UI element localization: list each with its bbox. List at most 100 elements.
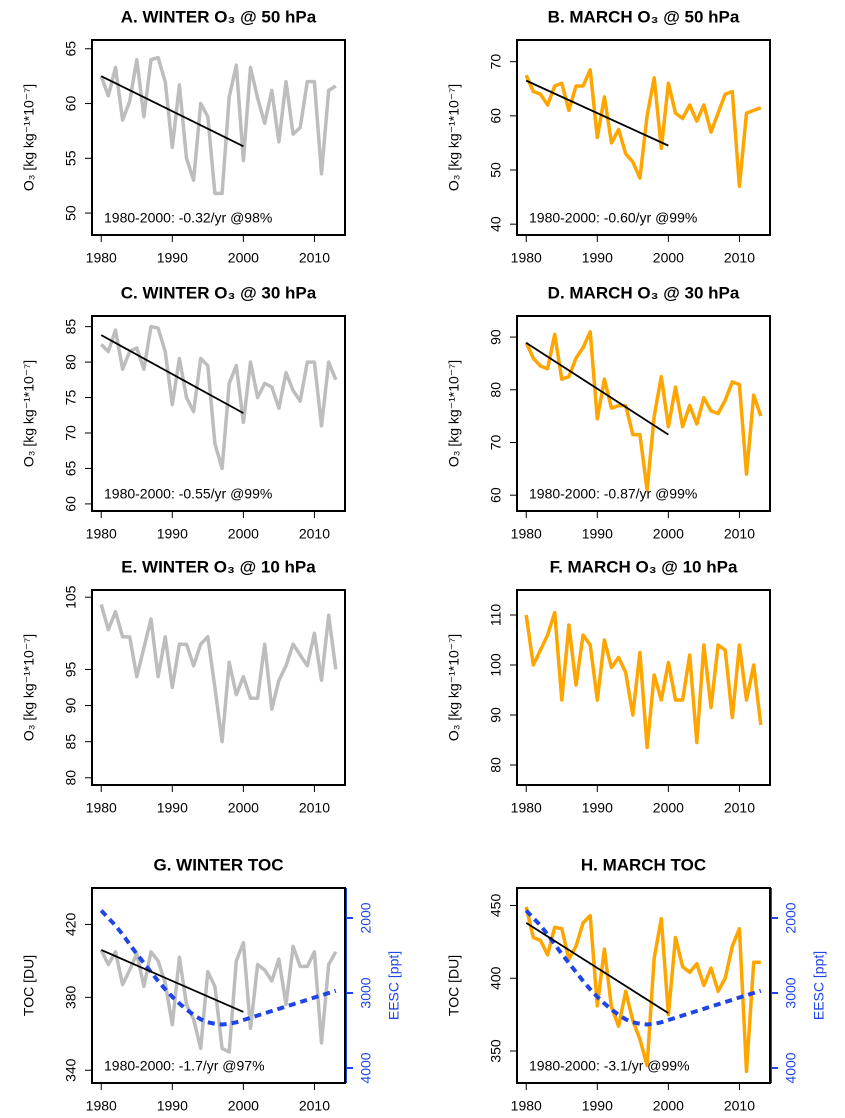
y2-tick-label: 2000: [783, 902, 799, 933]
panel: B. MARCH O₃ @ 50 hPa O₃ [kg kg⁻¹*10⁻⁷] 198…: [446, 7, 771, 266]
panel-title: A. WINTER O₃ @ 50 hPa: [121, 7, 317, 26]
panel: G. WINTER TOC TOC [DU] 1980 1990 2000 2010 340…: [21, 855, 402, 1113]
y-tick-label: 80: [488, 757, 504, 773]
panel-title: C. WINTER O₃ @ 30 hPa: [121, 283, 317, 302]
x-tick-label: 1980: [511, 526, 542, 542]
x-tick-label: 2010: [724, 1098, 755, 1114]
x-tick-label: 1980: [86, 800, 117, 816]
x-tick-label: 2000: [653, 1098, 684, 1114]
x-tick-label: 2000: [228, 800, 259, 816]
x-tick-label: 1990: [582, 1098, 613, 1114]
panel: F. MARCH O₃ @ 10 hPa O₃ [kg kg⁻¹*10⁻⁷] 198…: [446, 557, 771, 816]
y-axis-label: O₃ [kg kg⁻¹*10⁻⁷]: [21, 360, 37, 467]
y-tick-label: 50: [63, 205, 79, 221]
y-tick-label: 70: [488, 54, 504, 70]
eesc-line: [524, 909, 762, 1027]
ozone-line: [99, 324, 338, 471]
panel-title: D. MARCH O₃ @ 30 hPa: [548, 283, 740, 302]
annotation: 1980-2000: -0.55/yr @99%: [104, 486, 272, 502]
panel: A. WINTER O₃ @ 50 hPa O₃ [kg kg⁻¹*10⁻⁷] 19…: [21, 7, 346, 266]
plot-frame: [91, 315, 346, 512]
y-tick-label: 350: [488, 1039, 504, 1063]
y-axis-label: TOC [DU]: [21, 955, 37, 1016]
x-tick-label: 1980: [86, 250, 117, 266]
y2-tick-label: 4000: [358, 1052, 374, 1083]
y-tick-label: 70: [63, 425, 79, 441]
y-tick-label: 105: [63, 585, 79, 609]
x-tick-label: 2010: [299, 526, 330, 542]
trend-line: [525, 342, 669, 436]
x-tick-label: 1980: [86, 1098, 117, 1114]
x-tick-label: 1990: [157, 800, 188, 816]
panel-title: H. MARCH TOC: [581, 855, 706, 874]
y-tick-label: 400: [488, 966, 504, 990]
x-tick-label: 1990: [582, 800, 613, 816]
plot-frame: [91, 589, 346, 786]
y-axis-label: O₃ [kg kg⁻¹*10⁻⁷]: [21, 634, 37, 741]
y-tick-label: 90: [488, 329, 504, 345]
ozone-line: [99, 55, 337, 196]
trend-line: [100, 949, 244, 1013]
panel: H. MARCH TOC TOC [DU] 1980 1990 2000 2010 350 4…: [446, 855, 827, 1113]
panel-title: B. MARCH O₃ @ 50 hPa: [548, 7, 740, 26]
y-tick-label: 70: [488, 434, 504, 450]
x-tick-label: 2010: [724, 526, 755, 542]
x-tick-label: 2010: [724, 800, 755, 816]
y2-tick-label: 3000: [783, 977, 799, 1008]
x-tick-label: 2000: [653, 800, 684, 816]
y-tick-label: 60: [488, 487, 504, 503]
x-tick-label: 2000: [228, 526, 259, 542]
x-tick-label: 1990: [582, 250, 613, 266]
plot-frame: [516, 589, 771, 786]
plot-frame: [516, 315, 771, 512]
x-tick-label: 2000: [228, 1098, 259, 1114]
annotation: 1980-2000: -1.7/yr @97%: [104, 1058, 265, 1074]
y-tick-label: 380: [63, 985, 79, 1009]
y-tick-label: 65: [63, 460, 79, 476]
ozone-line: [524, 330, 763, 492]
annotation: 1980-2000: -0.60/yr @99%: [529, 210, 697, 226]
y-axis-label: O₃ [kg kg⁻¹*10⁻⁷]: [21, 84, 37, 191]
y-tick-label: 90: [63, 698, 79, 714]
y-tick-label: 60: [63, 96, 79, 112]
x-tick-label: 2000: [653, 250, 684, 266]
y2-axis-label: EESC [ppt]: [811, 951, 827, 1020]
plot-frame: [91, 887, 346, 1084]
y2-axis-label: EESC [ppt]: [386, 951, 402, 1020]
panel-title: F. MARCH O₃ @ 10 hPa: [550, 557, 738, 576]
trend-line: [525, 79, 669, 147]
y-axis-label: TOC [DU]: [446, 955, 462, 1016]
x-tick-label: 1980: [511, 250, 542, 266]
ozone-line: [99, 940, 338, 1054]
y-tick-label: 90: [488, 707, 504, 723]
x-tick-label: 1980: [511, 1098, 542, 1114]
y-tick-label: 75: [63, 390, 79, 406]
y-tick-label: 340: [63, 1058, 79, 1082]
plot-frame: [91, 39, 346, 236]
y-tick-label: 85: [63, 734, 79, 750]
y-tick-label: 110: [488, 604, 504, 627]
trend-line: [525, 922, 669, 1014]
ozone-line: [99, 603, 338, 744]
y-tick-label: 60: [63, 496, 79, 512]
y-tick-label: 80: [488, 382, 504, 398]
y-tick-label: 50: [488, 162, 504, 178]
annotation: 1980-2000: -0.32/yr @98%: [104, 210, 272, 226]
trend-line: [100, 75, 244, 148]
annotation: 1980-2000: -0.87/yr @99%: [529, 486, 697, 502]
y-tick-label: 100: [488, 653, 504, 677]
panel-title: G. WINTER TOC: [153, 855, 283, 874]
trend-line: [100, 334, 244, 414]
plot-frame: [516, 39, 771, 236]
y-tick-label: 80: [63, 354, 79, 370]
panel: C. WINTER O₃ @ 30 hPa O₃ [kg kg⁻¹*10⁻⁷] 19…: [21, 283, 346, 542]
ozone-line: [524, 68, 762, 189]
panel: E. WINTER O₃ @ 10 hPa O₃ [kg kg⁻¹*10⁻⁷] 19…: [21, 557, 346, 816]
x-tick-label: 1990: [157, 250, 188, 266]
x-tick-label: 2010: [299, 250, 330, 266]
y2-tick-label: 3000: [358, 977, 374, 1008]
y-axis-label: O₃ [kg kg⁻¹*10⁻⁷]: [446, 634, 462, 741]
panel: D. MARCH O₃ @ 30 hPa O₃ [kg kg⁻¹*10⁻⁷] 198…: [446, 283, 771, 542]
x-tick-label: 1990: [582, 526, 613, 542]
